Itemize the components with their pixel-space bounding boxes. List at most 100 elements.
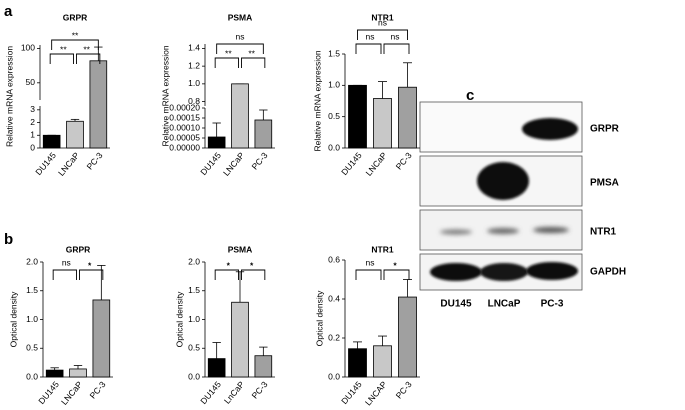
- y-tick-label: 0.00015: [169, 112, 200, 122]
- chart-title: PSMA: [228, 12, 253, 22]
- y-tick-label: 0.5: [26, 343, 38, 353]
- bar: [42, 134, 61, 149]
- bar: [398, 86, 417, 149]
- x-tick-label: PC-3: [84, 150, 104, 171]
- y-tick-label: 2: [30, 117, 35, 127]
- x-tick-label: DU145: [339, 379, 364, 406]
- x-tick-label: PC-3: [249, 379, 269, 400]
- y-tick-label: 0.00020: [169, 102, 200, 112]
- blot-column-label: DU145: [440, 299, 472, 310]
- significance-label: ns: [378, 17, 387, 27]
- x-tick-label: LNCAP: [363, 379, 389, 407]
- blot: GRPR PMSA NTR1 GAPDH DU145 LNCaP PC-3: [419, 101, 626, 310]
- y-tick-label: 0.0: [328, 371, 340, 381]
- significance-label: *: [88, 260, 92, 270]
- blot-row-label: NTR1: [590, 227, 617, 238]
- band: [526, 262, 578, 280]
- significance-label: *: [393, 260, 397, 270]
- band: [522, 118, 578, 140]
- y-tick-label: 1.5: [188, 285, 200, 295]
- y-tick-label: 1.2: [188, 60, 200, 70]
- significance-bracket: [79, 269, 104, 280]
- significance-label: **: [225, 48, 232, 58]
- chart-title: GRPR: [66, 244, 91, 254]
- blot-row-label: PMSA: [590, 178, 619, 189]
- y-axis-label: Optical density: [8, 291, 18, 347]
- significance-bracket: [76, 53, 101, 64]
- x-tick-label: PC-3: [394, 379, 414, 400]
- significance-bracket: [216, 43, 264, 54]
- significance-label: **: [248, 48, 255, 58]
- bar: [254, 119, 273, 149]
- x-tick-label: LNCaP: [221, 150, 246, 178]
- y-tick-label: 0.5: [188, 343, 200, 353]
- significance-bracket: [214, 57, 239, 68]
- blot-column-label: LNCaP: [488, 299, 521, 310]
- y-tick-label: 0.00010: [169, 122, 200, 132]
- band: [430, 263, 482, 281]
- significance-bracket: [52, 269, 77, 280]
- y-axis-label: Relative mRNA expression: [312, 50, 322, 151]
- y-tick-label: 2.0: [26, 256, 38, 266]
- x-tick-label: LnCaP: [222, 379, 247, 406]
- y-tick-label: 0.00005: [169, 132, 200, 142]
- band: [533, 227, 569, 233]
- bar: [92, 299, 111, 378]
- blot-row-label: GAPDH: [590, 267, 626, 278]
- significance-bracket: [49, 53, 74, 64]
- significance-label: **: [72, 30, 79, 40]
- bar: [231, 83, 249, 149]
- y-tick-label: 1.4: [188, 43, 200, 53]
- bar: [66, 120, 84, 149]
- y-axis-label: Relative mRNA expression: [4, 46, 14, 147]
- bar: [373, 345, 392, 378]
- x-tick-label: DU145: [198, 150, 223, 177]
- y-tick-label: 1.0: [188, 78, 200, 88]
- y-tick-label: 100: [21, 43, 35, 53]
- significance-bracket: [355, 269, 382, 280]
- significance-label: *: [250, 260, 254, 270]
- bar: [398, 296, 417, 378]
- panel-label: c: [466, 87, 474, 104]
- x-tick-label: PC-3: [249, 150, 269, 171]
- band: [440, 229, 472, 235]
- bar: [373, 98, 392, 149]
- bar: [348, 84, 367, 149]
- x-tick-label: LNCaP: [56, 150, 81, 178]
- bar: [348, 348, 367, 378]
- y-tick-label: 1.5: [26, 285, 38, 295]
- significance-label: **: [60, 44, 67, 54]
- y-tick-label: 2.0: [188, 256, 200, 266]
- bar: [231, 301, 249, 378]
- y-tick-label: 1: [30, 130, 35, 140]
- significance-label: ns: [391, 31, 400, 41]
- y-tick-label: 0.0: [188, 371, 200, 381]
- significance-bracket: [383, 43, 410, 54]
- significance-label: **: [83, 44, 90, 54]
- bar: [45, 369, 64, 378]
- x-tick-label: PC-3: [87, 379, 107, 400]
- y-tick-label: 1.0: [328, 80, 340, 90]
- chart-title: NTR1: [371, 244, 393, 254]
- y-tick-label: 0.4: [328, 293, 340, 303]
- chart-title: NTR1: [371, 12, 393, 22]
- y-axis-label: Relative mRNA expression: [160, 45, 170, 146]
- significance-bracket: [214, 269, 239, 280]
- chart-title: GRPR: [63, 12, 88, 22]
- y-tick-label: 0.5: [328, 111, 340, 121]
- y-tick-label: 50: [26, 77, 36, 87]
- significance-label: *: [227, 260, 231, 270]
- significance-label: ns: [236, 31, 245, 41]
- y-tick-label: 3: [30, 104, 35, 114]
- panel-label: a: [4, 3, 13, 20]
- bar: [69, 368, 87, 378]
- bar: [89, 60, 108, 149]
- y-tick-label: 0.0: [328, 142, 340, 152]
- x-tick-label: PC-3: [394, 150, 414, 171]
- bar: [254, 355, 273, 378]
- y-tick-label: 1.5: [328, 48, 340, 58]
- significance-bracket: [357, 29, 408, 40]
- panel-label: b: [4, 231, 13, 248]
- significance-bracket: [383, 269, 410, 280]
